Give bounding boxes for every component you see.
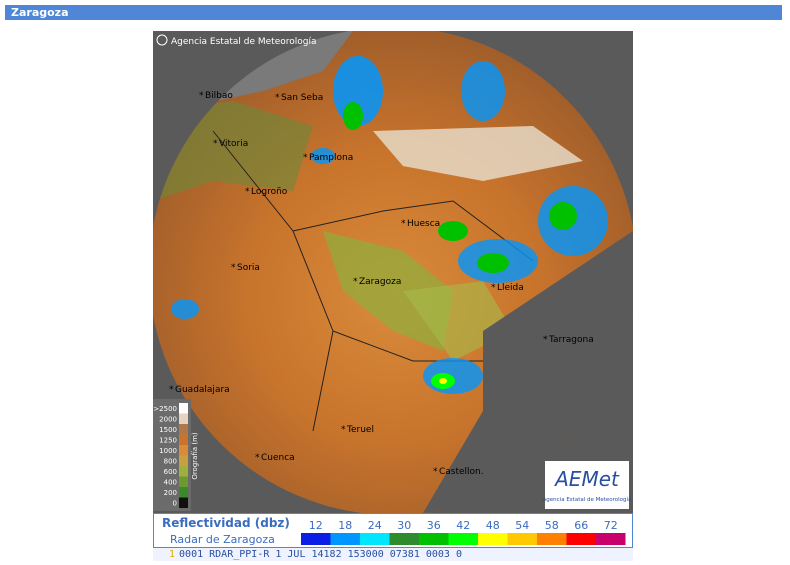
city-marker: *: [245, 187, 250, 197]
orography-swatch: [179, 445, 188, 456]
orography-swatch: [179, 434, 188, 445]
header-title: Zaragoza: [5, 5, 782, 20]
city-marker: *: [275, 93, 280, 103]
terrain: [153, 31, 633, 513]
orography-level: 2000: [159, 416, 177, 424]
legend-value: 48: [486, 519, 500, 532]
orography-level: 600: [164, 468, 177, 476]
city-label: Vitoria: [219, 139, 248, 149]
status-text: 0001 RDAR_PPI-R 1 JUL 14182 153000 07381…: [179, 549, 462, 560]
legend-swatch: [478, 533, 508, 545]
status-index: 1: [169, 549, 176, 560]
legend-swatch: [389, 533, 419, 545]
orography-swatch: [179, 487, 188, 498]
orography-swatch: [179, 403, 188, 414]
orography-swatch: [179, 476, 188, 487]
legend-value: 24: [368, 519, 382, 532]
orography-title: Orografía (m): [191, 432, 199, 480]
legend-swatch: [360, 533, 390, 545]
city-label: Tarragona: [548, 335, 594, 345]
orography-swatch: [179, 413, 188, 424]
radar-echoes: [171, 56, 608, 394]
city-label: Soria: [237, 263, 260, 273]
logo-box: [545, 461, 629, 509]
city-label: Guadalajara: [175, 385, 230, 395]
city-marker: *: [341, 425, 346, 435]
legend-value: 42: [456, 519, 470, 532]
legend-swatch: [301, 533, 331, 545]
city-label: Lleida: [497, 283, 524, 293]
status-bar: 1 0001 RDAR_PPI-R 1 JUL 14182 153000 0738…: [153, 548, 633, 561]
legend-value: 30: [397, 519, 411, 532]
orography-swatch: [179, 455, 188, 466]
legend-value: 66: [574, 519, 588, 532]
city-label: Logroño: [251, 187, 288, 197]
legend-swatch: [330, 533, 360, 545]
legend-swatch: [419, 533, 449, 545]
radar-map: * Bilbao * San Seba* Vitoria* Pamplona* Logroñ…: [153, 31, 633, 513]
city-marker: *: [401, 219, 406, 229]
city-label: Castellon.: [439, 467, 484, 477]
logo: AEMet: [553, 467, 620, 491]
city-label: San Seba: [281, 93, 323, 103]
city-label: Bilbao: [205, 91, 233, 101]
legend-value: 72: [604, 519, 618, 532]
legend-swatch: [566, 533, 596, 545]
legend-scale: 12 18 24 30 36 42 48 54 58 66 72: [301, 519, 626, 545]
legend-title: Reflectividad (dbz): [162, 516, 290, 530]
orography-level: 1000: [159, 447, 177, 455]
city-marker: *: [255, 453, 260, 463]
legend-value: 12: [309, 519, 323, 532]
orography-swatch: [179, 466, 188, 477]
orography-level: 400: [164, 479, 177, 487]
legend: Reflectividad (dbz) Radar de Zaragoza 12…: [153, 513, 633, 548]
legend-value: 36: [427, 519, 441, 532]
copyright-icon: [156, 34, 168, 46]
orography-level: 800: [164, 458, 177, 466]
city-marker: *: [491, 283, 496, 293]
city-marker: *: [433, 467, 438, 477]
city-label: Zaragoza: [359, 277, 401, 287]
city-labels: * Bilbao * San Seba* Vitoria* Pamplona* Logroñ…: [169, 91, 594, 477]
legend-swatch: [507, 533, 537, 545]
orography-level: >2500: [153, 405, 177, 413]
legend-value: 58: [545, 519, 559, 532]
orography-level: 0: [173, 500, 177, 508]
city-label: Cuenca: [261, 453, 295, 463]
orography-level: 1500: [159, 426, 177, 434]
legend-value: 54: [515, 519, 529, 532]
city-marker: *: [543, 335, 548, 345]
city-marker: *: [303, 153, 308, 163]
city-marker: *: [231, 263, 236, 273]
legend-swatch: [448, 533, 478, 545]
legend-value: 18: [338, 519, 352, 532]
logo-subtitle: Agencia Estatal de Meteorología: [543, 496, 632, 503]
copyright: Agencia Estatal de Meteorología: [171, 37, 317, 47]
city-label: Pamplona: [309, 153, 353, 163]
orography-swatch: [179, 424, 188, 435]
city-marker: *: [213, 139, 218, 149]
city-marker: *: [169, 385, 174, 395]
orography-level: 1250: [159, 437, 177, 445]
legend-subtitle: Radar de Zaragoza: [170, 533, 275, 546]
legend-swatch: [596, 533, 626, 545]
city-marker: *: [199, 91, 204, 101]
city-label: Huesca: [407, 219, 440, 229]
orography-legend: >250020001500125010008006004002000Orogra…: [153, 399, 199, 511]
city-marker: *: [353, 277, 358, 287]
orography-level: 200: [164, 489, 177, 497]
orography-swatch: [179, 497, 188, 508]
city-label: Teruel: [346, 425, 374, 435]
legend-swatch: [537, 533, 567, 545]
